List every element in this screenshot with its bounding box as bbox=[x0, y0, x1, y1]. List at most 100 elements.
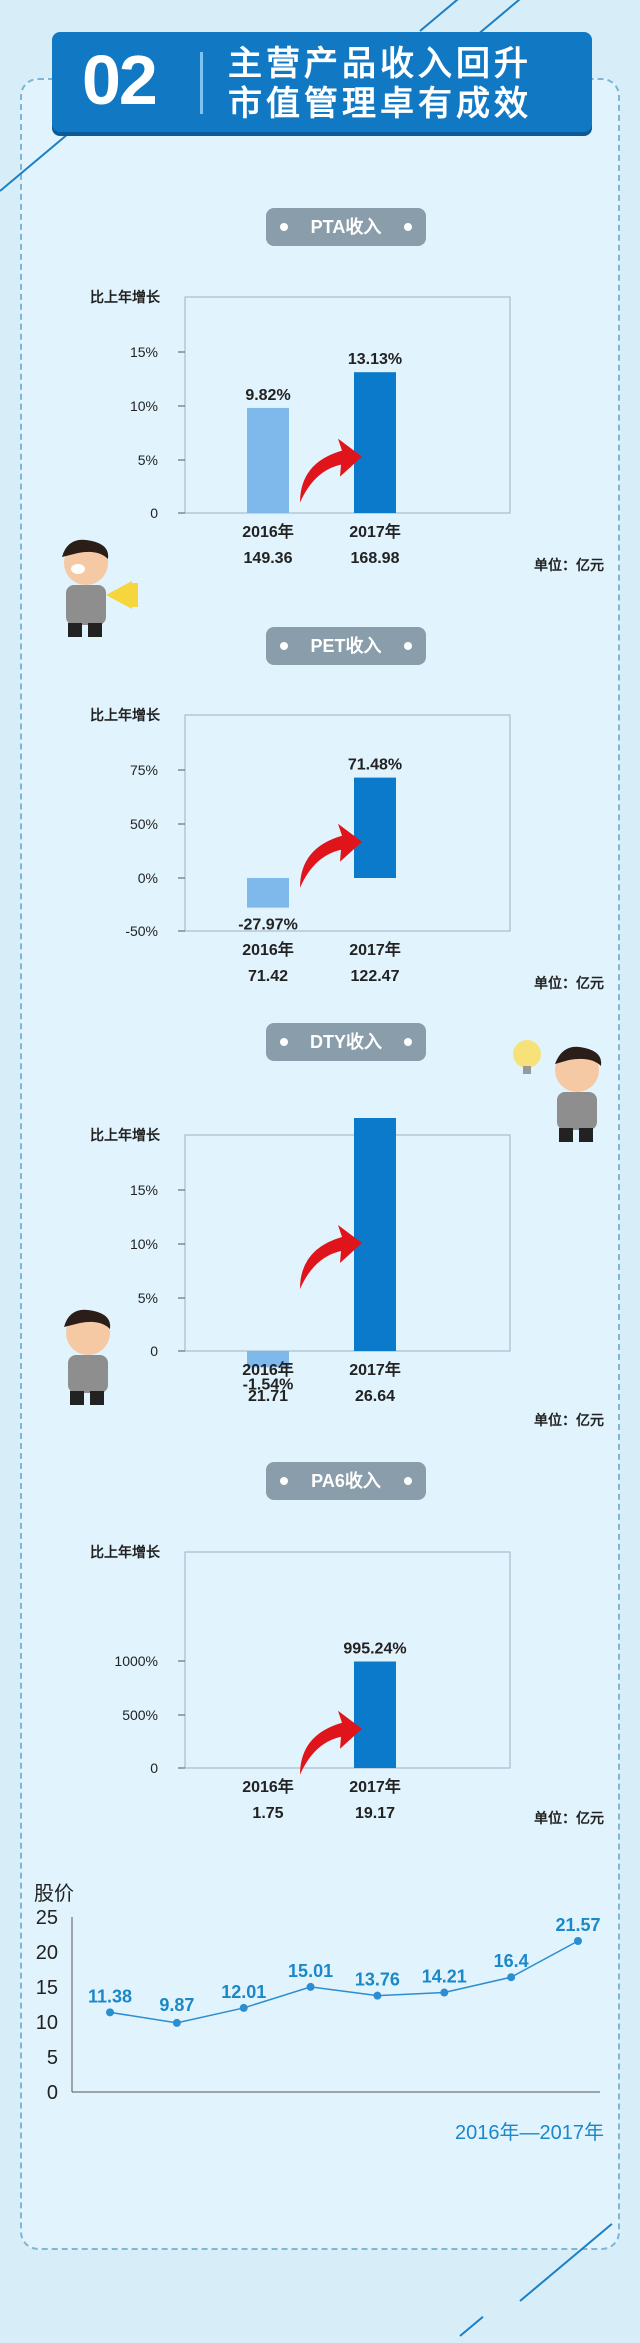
revenue-label: 168.98 bbox=[351, 550, 400, 567]
revenue-label: 122.47 bbox=[351, 968, 400, 985]
y-axis-label: 比上年增长 bbox=[90, 289, 161, 305]
growth-arrow-icon bbox=[300, 1710, 362, 1775]
price-value-label: 12.01 bbox=[221, 1982, 266, 2002]
x-category-label: 2017年 bbox=[349, 522, 401, 541]
price-value-label: 16.4 bbox=[494, 1951, 529, 1971]
plot-area bbox=[184, 714, 511, 932]
x-category-label: 2016年 bbox=[242, 940, 294, 959]
price-value-label: 9.87 bbox=[159, 1995, 194, 2015]
unit-label: 单位：亿元 bbox=[534, 557, 604, 573]
y-tick-label: 5 bbox=[47, 2047, 58, 2069]
bar-value-label: -1.54% bbox=[243, 1376, 294, 1393]
y-tick-label: 1000% bbox=[114, 1653, 158, 1669]
bar-2017年 bbox=[354, 372, 396, 513]
growth-arrow-icon bbox=[300, 823, 362, 888]
y-tick-label: 15% bbox=[130, 344, 158, 360]
pa6-bar-chart: 比上年增长 0 500% 1000% 2016年 1.75 995.24% 2017年 19.1… bbox=[90, 1544, 511, 1822]
bar-2017年 bbox=[354, 1661, 396, 1768]
y-tick-label: 15 bbox=[36, 1977, 58, 1999]
revenue-label: 21.71 bbox=[248, 1388, 288, 1405]
bar-2017年 bbox=[354, 777, 396, 878]
price-point bbox=[507, 1973, 516, 1982]
y-axis-label: 比上年增长 bbox=[90, 1127, 161, 1143]
bar-2016年 bbox=[247, 407, 289, 513]
stock-price-line-chart: 0 5 10 15 20 25 11.38 9.87 12.01 15.01 13.76 14.21 1… bbox=[36, 1907, 601, 2104]
price-line bbox=[109, 1940, 579, 2024]
bar-value-label: 71.48% bbox=[348, 757, 402, 774]
header-title-line2: 市值管理卓有成效 bbox=[228, 85, 532, 123]
price-point bbox=[306, 1982, 315, 1991]
bar-2017年 bbox=[354, 1118, 396, 1351]
bar-value-label: 9.82% bbox=[245, 387, 290, 404]
price-point bbox=[440, 1988, 449, 1997]
y-tick-label: 15% bbox=[130, 1182, 158, 1198]
section-label-pa6: PA6收入 bbox=[266, 1462, 426, 1500]
y-tick-label: 0% bbox=[138, 870, 158, 886]
y-tick-label: 20 bbox=[36, 1942, 58, 1964]
x-category-label: 2017年 bbox=[349, 1777, 401, 1796]
header-title-line1: 主营产品收入回升 bbox=[228, 45, 532, 83]
revenue-label: 71.42 bbox=[248, 968, 288, 985]
y-tick-label: 10% bbox=[130, 1236, 158, 1252]
unit-label: 单位：亿元 bbox=[534, 1412, 604, 1428]
bar-2016年 bbox=[247, 1351, 289, 1368]
y-tick-label: 10% bbox=[130, 398, 158, 414]
section-label-pta: PTA收入 bbox=[266, 208, 426, 246]
section-label-pet: PET收入 bbox=[266, 627, 426, 665]
x-category-label: 2017年 bbox=[349, 1360, 401, 1379]
pta-bar-chart: 比上年增长 0 5% 10% 15% 9.82% 2016年 149.36 13.13% 2017… bbox=[90, 289, 511, 567]
y-tick-label: 0 bbox=[150, 1760, 158, 1776]
revenue-label: 26.64 bbox=[355, 1388, 395, 1405]
cartoon-man-idea-icon bbox=[513, 1040, 602, 1142]
cartoon-man-megaphone-icon bbox=[62, 539, 138, 637]
price-value-label: 15.01 bbox=[288, 1961, 333, 1981]
header-banner: 02 主营产品收入回升 市值管理卓有成效 bbox=[52, 32, 592, 132]
unit-label: 单位：亿元 bbox=[534, 1810, 604, 1826]
stock-price-range: 2016年—2017年 bbox=[455, 2122, 604, 2144]
stock-price-title: 股价 bbox=[34, 1883, 74, 1905]
header-divider bbox=[200, 52, 203, 114]
price-point bbox=[239, 2003, 248, 2012]
y-tick-label: 10 bbox=[36, 2012, 58, 2034]
price-value-label: 14.21 bbox=[422, 1967, 467, 1987]
decor-line bbox=[419, 0, 482, 32]
price-point bbox=[373, 1991, 382, 2000]
y-axis-label: 比上年增长 bbox=[90, 707, 161, 723]
pet-bar-chart: 比上年增长 -50% 0% 50% 75% -27.97% 2016年 71.42 71.48%… bbox=[90, 707, 511, 985]
price-value-label: 13.76 bbox=[355, 1970, 400, 1990]
y-tick-label: 0 bbox=[47, 2082, 58, 2104]
bar-value-label: 13.13% bbox=[348, 351, 402, 368]
cartoon-man-icon bbox=[64, 1309, 111, 1405]
y-tick-label: 5% bbox=[138, 452, 158, 468]
y-tick-label: -50% bbox=[125, 923, 158, 939]
section-number: 02 bbox=[82, 41, 158, 119]
price-point bbox=[574, 1937, 582, 1946]
y-tick-label: 0 bbox=[150, 505, 158, 521]
x-category-label: 2016年 bbox=[242, 1777, 294, 1796]
growth-arrow-icon bbox=[300, 1224, 362, 1289]
dty-bar-chart: 比上年增长05%10%15%-1.54%2016年21.7122.69%2017… bbox=[90, 1118, 511, 1405]
bar-value-label: -27.97% bbox=[238, 917, 298, 934]
unit-label: 单位：亿元 bbox=[534, 975, 604, 991]
bar-2016年 bbox=[247, 878, 289, 908]
y-tick-label: 5% bbox=[138, 1290, 158, 1306]
header-title: 主营产品收入回升 市值管理卓有成效 bbox=[228, 44, 532, 124]
section-label-dty: DTY收入 bbox=[266, 1023, 426, 1061]
y-axis-label: 比上年增长 bbox=[90, 1544, 161, 1560]
bar-value-label: 995.24% bbox=[343, 1641, 406, 1658]
revenue-label: 149.36 bbox=[244, 550, 293, 567]
y-tick-label: 50% bbox=[130, 816, 158, 832]
y-tick-label: 25 bbox=[36, 1907, 58, 1929]
y-tick-label: 75% bbox=[130, 762, 158, 778]
price-point bbox=[106, 2008, 114, 2017]
y-tick-label: 0 bbox=[150, 1343, 158, 1359]
x-category-label: 2016年 bbox=[242, 522, 294, 541]
price-point bbox=[172, 2018, 181, 2027]
growth-arrow-icon bbox=[300, 438, 362, 503]
x-category-label: 2016年 bbox=[242, 1360, 294, 1379]
x-category-label: 2017年 bbox=[349, 940, 401, 959]
price-value-label: 11.38 bbox=[88, 1986, 132, 2006]
y-tick-label: 500% bbox=[122, 1707, 158, 1723]
decor-line bbox=[459, 2315, 484, 2337]
